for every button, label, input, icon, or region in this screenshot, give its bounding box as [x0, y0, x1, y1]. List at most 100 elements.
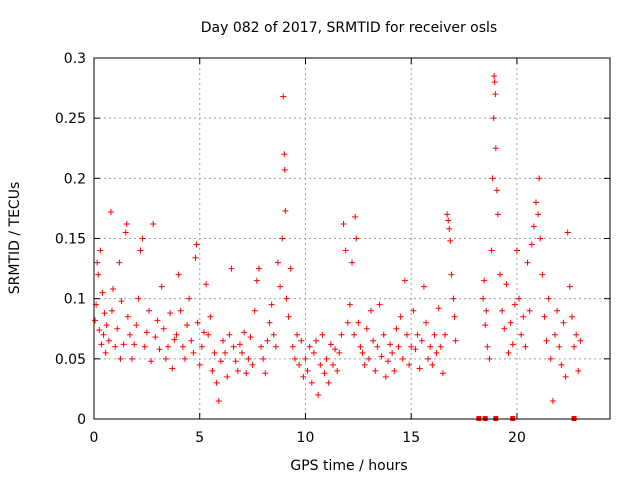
data-point	[403, 331, 410, 338]
data-point	[486, 355, 493, 362]
data-point	[190, 349, 197, 356]
data-point	[395, 343, 402, 350]
data-point	[554, 307, 561, 314]
data-point	[552, 331, 559, 338]
data-point	[298, 337, 305, 344]
data-point	[321, 370, 328, 377]
data-point	[528, 241, 535, 248]
data-point	[97, 247, 104, 254]
data-point	[399, 355, 406, 362]
data-point	[281, 151, 288, 158]
data-point	[336, 349, 343, 356]
data-point	[258, 343, 265, 350]
data-point	[234, 367, 241, 374]
data-point	[99, 289, 106, 296]
data-point	[296, 361, 303, 368]
data-point	[480, 295, 487, 302]
data-point	[448, 271, 455, 278]
data-point	[489, 175, 496, 182]
data-point	[145, 307, 152, 314]
data-point	[120, 341, 127, 348]
y-tick-label: 0.25	[55, 111, 86, 127]
data-point	[492, 91, 499, 98]
data-point	[507, 319, 514, 326]
data-point	[365, 355, 372, 362]
data-point	[205, 331, 212, 338]
data-point	[203, 281, 210, 288]
data-point	[442, 331, 449, 338]
data-point	[416, 365, 423, 372]
data-point	[103, 322, 110, 329]
data-point	[568, 313, 575, 320]
data-point	[137, 247, 144, 254]
data-point	[571, 343, 578, 350]
data-point	[154, 317, 161, 324]
data-point	[359, 349, 366, 356]
data-point	[114, 325, 121, 332]
y-tick-label: 0.1	[64, 292, 86, 308]
data-point	[294, 331, 301, 338]
data-points	[92, 73, 584, 404]
data-point	[493, 187, 500, 194]
data-point	[378, 353, 385, 360]
data-point	[535, 211, 542, 218]
data-point	[200, 329, 207, 336]
data-point	[425, 355, 432, 362]
data-point	[207, 313, 214, 320]
data-point	[243, 370, 250, 377]
data-point	[226, 331, 233, 338]
data-point	[188, 337, 195, 344]
data-point	[509, 341, 516, 348]
data-point	[181, 355, 188, 362]
data-point	[184, 322, 191, 329]
data-point	[177, 307, 184, 314]
data-point	[450, 295, 457, 302]
data-point	[304, 367, 311, 374]
data-point	[406, 361, 413, 368]
data-point	[511, 301, 518, 308]
data-point	[372, 367, 379, 374]
data-point	[513, 247, 520, 254]
data-point	[268, 301, 275, 308]
data-point	[100, 331, 107, 338]
data-point	[361, 361, 368, 368]
data-point	[397, 313, 404, 320]
data-point	[376, 301, 383, 308]
data-point	[431, 331, 438, 338]
data-point	[389, 349, 396, 356]
data-point	[300, 373, 307, 380]
data-point	[315, 391, 322, 398]
data-point	[95, 271, 102, 278]
x-tick-label: 10	[297, 430, 315, 446]
data-point	[313, 337, 320, 344]
data-point	[156, 346, 163, 353]
data-point	[143, 329, 150, 336]
data-point	[245, 355, 252, 362]
data-point	[501, 325, 508, 332]
data-point	[560, 319, 567, 326]
data-point	[516, 295, 523, 302]
data-point	[346, 301, 353, 308]
data-point	[547, 355, 554, 362]
data-point	[384, 358, 391, 365]
data-point	[105, 337, 112, 344]
x-tick-label: 20	[508, 430, 526, 446]
data-point	[380, 331, 387, 338]
data-point	[342, 247, 349, 254]
x-axis-ticks: 0 5 10 15 20	[90, 58, 526, 446]
data-point	[491, 79, 498, 86]
data-point	[452, 337, 459, 344]
data-point	[412, 346, 419, 353]
grid-lines	[94, 58, 610, 419]
data-point	[133, 322, 140, 329]
data-point	[437, 343, 444, 350]
data-point	[194, 319, 201, 326]
data-point	[427, 343, 434, 350]
data-point	[291, 355, 298, 362]
data-point	[319, 331, 326, 338]
data-point	[220, 337, 226, 344]
x-tick-label: 0	[90, 430, 99, 446]
data-point	[162, 355, 169, 362]
data-point	[558, 361, 565, 368]
data-point	[393, 325, 400, 332]
